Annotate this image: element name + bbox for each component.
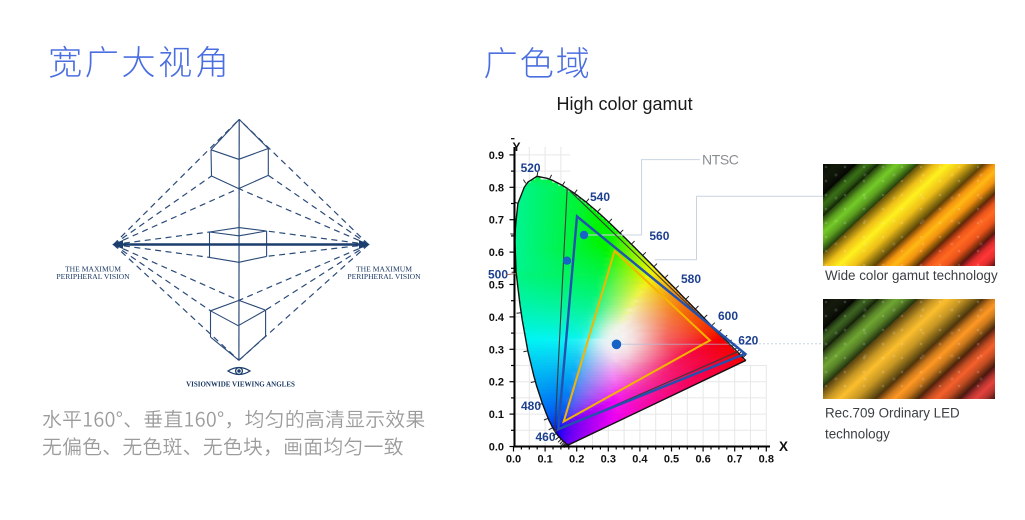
svg-text:0.0: 0.0 [506,454,521,466]
svg-text:0.7: 0.7 [727,454,742,466]
svg-text:0.1: 0.1 [537,454,552,466]
svg-text:620: 620 [738,334,758,348]
svg-text:480: 480 [521,399,541,413]
svg-text:VISIONWIDE VIEWING ANGLES: VISIONWIDE VIEWING ANGLES [186,381,295,389]
svg-text:THE MAXIMUM: THE MAXIMUM [65,264,121,273]
svg-text:0.1: 0.1 [489,409,504,421]
svg-text:X: X [779,439,788,454]
svg-text:Rec.709 Ordinary LED: Rec.709 Ordinary LED [825,406,960,421]
svg-text:NTSC: NTSC [702,152,739,168]
svg-text:High color gamut: High color gamut [557,94,693,114]
svg-text:0.6: 0.6 [489,247,504,259]
svg-text:0.5: 0.5 [664,454,679,466]
svg-text:0.7: 0.7 [489,215,504,227]
svg-text:Y: Y [513,140,521,154]
svg-text:0.4: 0.4 [632,454,648,466]
svg-text:0.2: 0.2 [569,454,584,466]
svg-text:520: 520 [521,161,541,175]
svg-text:500: 500 [488,268,508,282]
svg-text:0.0: 0.0 [489,442,504,454]
svg-text:0.6: 0.6 [695,454,710,466]
svg-text:THE MAXIMUM: THE MAXIMUM [356,264,412,273]
svg-text:460: 460 [535,430,555,444]
svg-text:540: 540 [590,190,610,204]
svg-text:0.4: 0.4 [489,312,505,324]
svg-text:600: 600 [718,309,738,323]
svg-text:technology: technology [825,427,890,442]
svg-text:0.3: 0.3 [489,344,504,356]
svg-text:0.9: 0.9 [489,150,504,162]
svg-text:0.5: 0.5 [489,280,504,292]
svg-text:0.8: 0.8 [759,454,774,466]
svg-text:PERIPHERAL VISION: PERIPHERAL VISION [347,272,421,281]
svg-text:580: 580 [681,272,701,286]
svg-text:Wide color gamut technology: Wide color gamut technology [825,268,998,283]
svg-text:560: 560 [649,229,669,243]
svg-text:0.2: 0.2 [489,377,504,389]
svg-text:PERIPHERAL VISION: PERIPHERAL VISION [56,272,130,281]
svg-text:0.8: 0.8 [489,182,504,194]
svg-text:0.3: 0.3 [601,454,616,466]
